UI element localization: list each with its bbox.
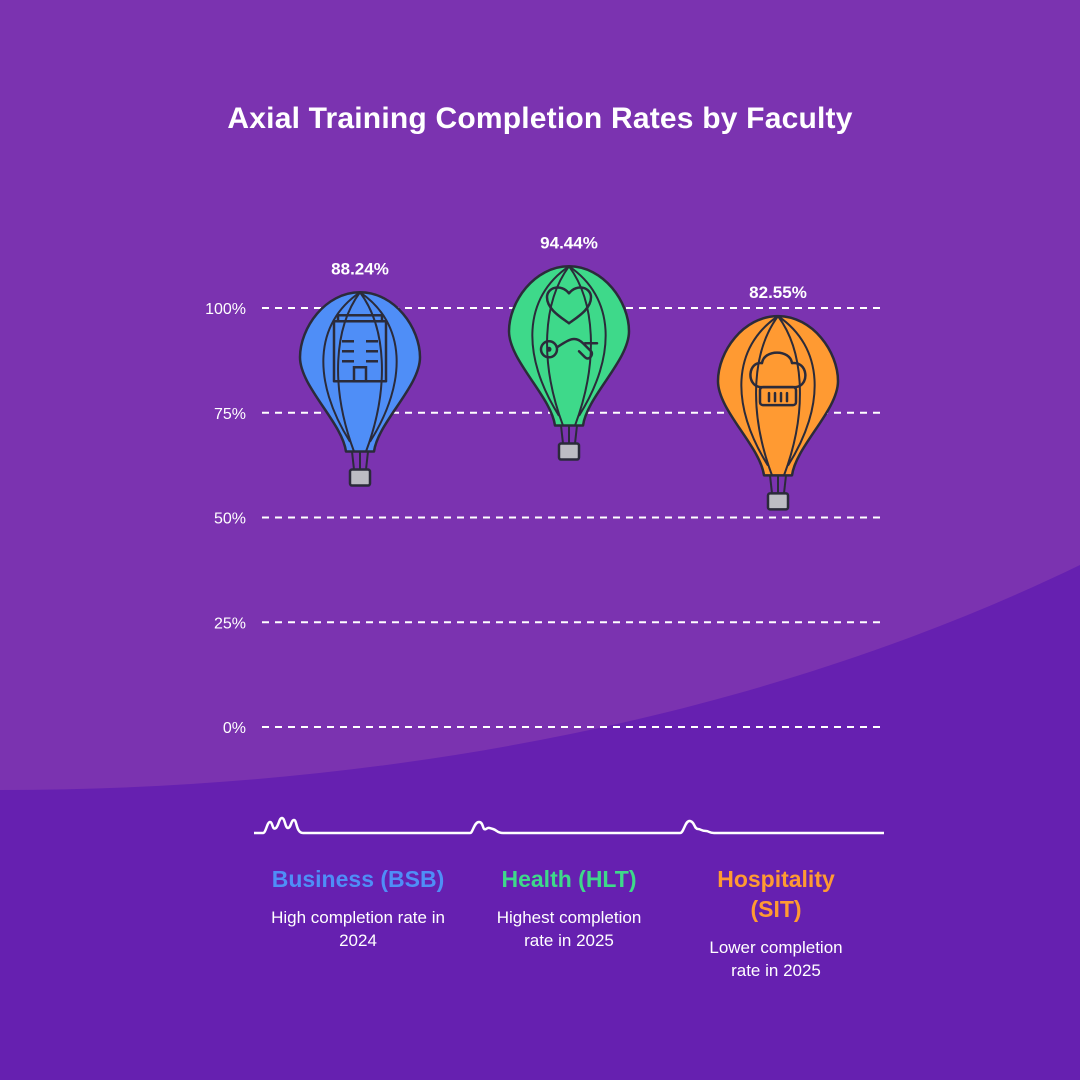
balloon-marker — [507, 265, 631, 461]
category-name: Health (HLT) — [501, 866, 637, 892]
balloon-rope — [365, 451, 369, 470]
y-tick-label: 25% — [214, 615, 246, 632]
category-description: Lower completion rate in 2025 — [709, 938, 843, 980]
balloon-rib — [777, 315, 816, 467]
balloon-rope — [351, 451, 355, 470]
balloon-marker — [298, 291, 422, 487]
balloon-rib — [322, 291, 361, 443]
balloon-basket — [766, 492, 790, 511]
y-tick-label: 100% — [205, 301, 246, 318]
balloon-rope — [783, 475, 787, 494]
data-label: 82.55% — [749, 283, 807, 302]
balloon-rib — [359, 291, 398, 443]
category-name: Hospitality (SIT) — [717, 866, 835, 922]
data-label: 94.44% — [540, 233, 598, 252]
stethoscope-chestpiece — [539, 340, 559, 359]
category-description: Highest completion rate in 2025 — [496, 908, 642, 950]
category-block-health: Health (HLT) Highest completion rate in … — [469, 864, 669, 952]
balloon-envelope — [507, 265, 631, 427]
y-tick-label: 50% — [214, 511, 246, 528]
balloon-rib — [359, 291, 383, 452]
balloon-rib — [568, 265, 592, 426]
category-description: High completion rate in 2024 — [271, 908, 445, 950]
category-block-hospitality: Hospitality (SIT) Lower completion rate … — [676, 864, 876, 982]
balloon-basket — [557, 442, 581, 461]
building-door — [352, 366, 368, 383]
building-roof — [336, 314, 384, 323]
heart-shape — [545, 286, 593, 325]
category-name: Business (BSB) — [271, 866, 445, 892]
balloon-rope — [560, 425, 564, 444]
balloon-rope — [574, 425, 578, 444]
balloon-rib — [531, 265, 570, 417]
balloon-basket — [348, 468, 372, 487]
category-block-business: Business (BSB) High completion rate in 2… — [258, 864, 458, 952]
chef-hat-icon — [749, 351, 807, 407]
building-icon — [332, 314, 388, 383]
baseline — [254, 816, 884, 835]
y-tick-label: 75% — [214, 406, 246, 423]
chart-title: Axial Training Completion Rates by Facul… — [227, 102, 853, 135]
stethoscope-heart-icon — [539, 286, 599, 360]
background-band — [0, 565, 1080, 1080]
chef-hat-top — [749, 351, 807, 389]
chef-hat-band — [758, 385, 798, 407]
stethoscope-center — [546, 346, 552, 352]
balloon-rib — [740, 315, 779, 467]
data-label: 88.24% — [331, 259, 389, 278]
balloon-rib — [546, 265, 570, 426]
balloon-rib — [568, 265, 607, 417]
balloon-rib — [337, 291, 361, 452]
stethoscope-tube — [555, 337, 594, 360]
balloon-marker — [716, 314, 840, 511]
balloon-rope — [769, 475, 773, 494]
balloon-envelope — [716, 314, 840, 477]
y-tick-label: 0% — [223, 720, 246, 737]
